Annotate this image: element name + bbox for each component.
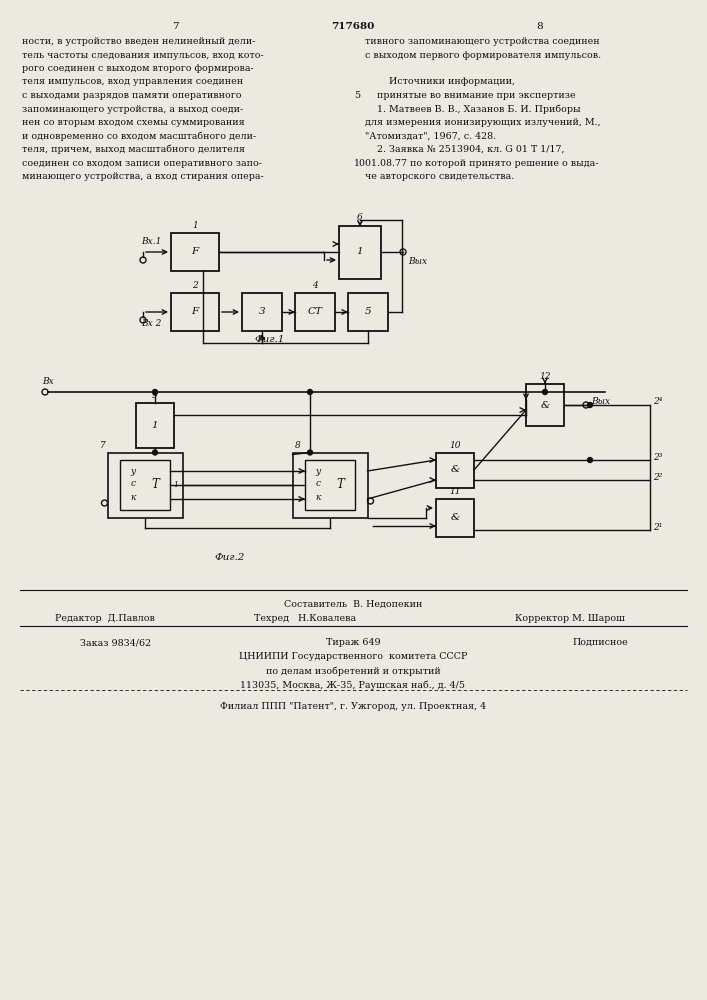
Text: 10: 10 (354, 158, 366, 167)
Text: с выходом первого формирователя импульсов.: с выходом первого формирователя импульсо… (365, 50, 601, 60)
Text: 8: 8 (537, 22, 543, 31)
Text: 1: 1 (173, 481, 178, 489)
Bar (436, 499, 474, 537)
Bar (171, 233, 219, 271)
Text: для измерения ионизирующих излучений, М.,: для измерения ионизирующих излучений, М.… (365, 118, 601, 127)
Text: 1. Матвеев В. В., Хазанов Б. И. Приборы: 1. Матвеев В. В., Хазанов Б. И. Приборы (365, 104, 580, 114)
Text: нен со вторым входом схемы суммирования: нен со вторым входом схемы суммирования (22, 118, 245, 127)
Text: к: к (315, 492, 321, 502)
Text: &: & (450, 514, 460, 522)
Bar (120, 460, 170, 510)
Text: ности, в устройство введен нелинейный дели-: ности, в устройство введен нелинейный де… (22, 37, 255, 46)
Circle shape (588, 458, 592, 462)
Text: у: у (315, 466, 321, 476)
Bar (526, 384, 564, 426)
Text: ЦНИИПИ Государственного  комитета СССР: ЦНИИПИ Государственного комитета СССР (239, 652, 467, 661)
Text: 2³: 2³ (653, 452, 662, 462)
Text: 2²: 2² (653, 473, 662, 482)
Circle shape (153, 450, 158, 455)
Text: 113035, Москва, Ж-35, Раушская наб., д. 4/5: 113035, Москва, Ж-35, Раушская наб., д. … (240, 680, 465, 690)
Text: Фиг.1: Фиг.1 (255, 335, 285, 344)
Text: &: & (540, 400, 549, 410)
Text: Корректор М. Шарош: Корректор М. Шарош (515, 614, 625, 623)
Bar (171, 293, 219, 331)
Text: T: T (151, 479, 159, 491)
Text: F: F (192, 247, 199, 256)
Text: 7: 7 (100, 442, 105, 450)
Bar (295, 293, 335, 331)
Text: Техред   Н.Ковалева: Техред Н.Ковалева (254, 614, 356, 623)
Text: Вых: Вых (591, 397, 610, 406)
Bar (436, 452, 474, 488)
Text: 11: 11 (449, 487, 461, 496)
Bar (305, 460, 355, 510)
Bar (348, 293, 388, 331)
Text: рого соединен с выходом второго формирова-: рого соединен с выходом второго формиров… (22, 64, 254, 73)
Text: у: у (130, 466, 136, 476)
Text: "Атомиздат", 1967, с. 428.: "Атомиздат", 1967, с. 428. (365, 131, 496, 140)
Text: 4: 4 (312, 281, 318, 290)
Text: Редактор  Д.Павлов: Редактор Д.Павлов (55, 614, 155, 623)
Text: Заказ 9834/62: Заказ 9834/62 (80, 638, 151, 647)
Text: Тираж 649: Тираж 649 (326, 638, 380, 647)
Bar (107, 452, 182, 518)
Text: 9: 9 (152, 390, 158, 399)
Text: по делам изобретений и открытий: по делам изобретений и открытий (266, 666, 440, 676)
Text: Составитель  В. Недопекин: Составитель В. Недопекин (284, 600, 422, 609)
Text: 3: 3 (259, 308, 265, 316)
Text: Источники информации,: Источники информации, (365, 78, 515, 87)
Text: 5: 5 (354, 91, 360, 100)
Text: Вых: Вых (408, 257, 427, 266)
Circle shape (153, 389, 158, 394)
Text: принятые во внимание при экспертизе: принятые во внимание при экспертизе (365, 91, 575, 100)
Bar (136, 402, 174, 448)
Text: F: F (192, 308, 199, 316)
Text: 6: 6 (357, 214, 363, 223)
Text: соединен со входом записи оперативного запо-: соединен со входом записи оперативного з… (22, 158, 262, 167)
Text: 8: 8 (295, 442, 300, 450)
Text: к: к (130, 492, 136, 502)
Bar (293, 452, 368, 518)
Text: 1: 1 (192, 221, 198, 230)
Text: Вх 2: Вх 2 (141, 319, 161, 328)
Text: Вх: Вх (42, 377, 54, 386)
Text: Подписное: Подписное (572, 638, 628, 647)
Text: Фиг.2: Фиг.2 (215, 553, 245, 562)
Text: 1: 1 (357, 247, 363, 256)
Text: 2. Заявка № 2513904, кл. G 01 T 1/17,: 2. Заявка № 2513904, кл. G 01 T 1/17, (365, 145, 564, 154)
Bar (242, 293, 282, 331)
Text: 7: 7 (172, 22, 178, 31)
Text: тель частоты следования импульсов, вход кото-: тель частоты следования импульсов, вход … (22, 50, 264, 60)
Text: Вх.1: Вх.1 (141, 237, 161, 246)
Text: минающего устройства, а вход стирания опера-: минающего устройства, а вход стирания оп… (22, 172, 264, 181)
Text: 12: 12 (539, 372, 551, 381)
Text: Филиал ППП "Патент", г. Ужгород, ул. Проектная, 4: Филиал ППП "Патент", г. Ужгород, ул. Про… (220, 702, 486, 711)
Text: 2: 2 (192, 281, 198, 290)
Text: &: & (450, 466, 460, 475)
Text: с: с (131, 479, 136, 488)
Text: с: с (315, 479, 320, 488)
Circle shape (308, 389, 312, 394)
Text: теля импульсов, вход управления соединен: теля импульсов, вход управления соединен (22, 78, 243, 87)
Text: 10: 10 (449, 440, 461, 450)
Circle shape (588, 402, 592, 408)
Text: 2¹: 2¹ (653, 522, 662, 532)
Text: теля, причем, выход масштабного делителя: теля, причем, выход масштабного делителя (22, 145, 245, 154)
Text: че авторского свидетельства.: че авторского свидетельства. (365, 172, 514, 181)
Circle shape (308, 450, 312, 455)
Text: 5: 5 (365, 308, 371, 316)
Text: 01.08.77 по которой принято решение о выда-: 01.08.77 по которой принято решение о вы… (365, 158, 599, 167)
Text: тивного запоминающего устройства соединен: тивного запоминающего устройства соедине… (365, 37, 600, 46)
Text: T: T (336, 479, 344, 491)
Circle shape (542, 389, 547, 394)
Bar (339, 226, 381, 278)
Text: 1: 1 (152, 420, 158, 430)
Text: и одновременно со входом масштабного дели-: и одновременно со входом масштабного дел… (22, 131, 256, 141)
Text: запоминающего устройства, а выход соеди-: запоминающего устройства, а выход соеди- (22, 104, 243, 113)
Text: СТ: СТ (308, 308, 322, 316)
Text: с выходами разрядов памяти оперативного: с выходами разрядов памяти оперативного (22, 91, 242, 100)
Text: 2⁴: 2⁴ (653, 397, 662, 406)
Text: 717680: 717680 (332, 22, 375, 31)
